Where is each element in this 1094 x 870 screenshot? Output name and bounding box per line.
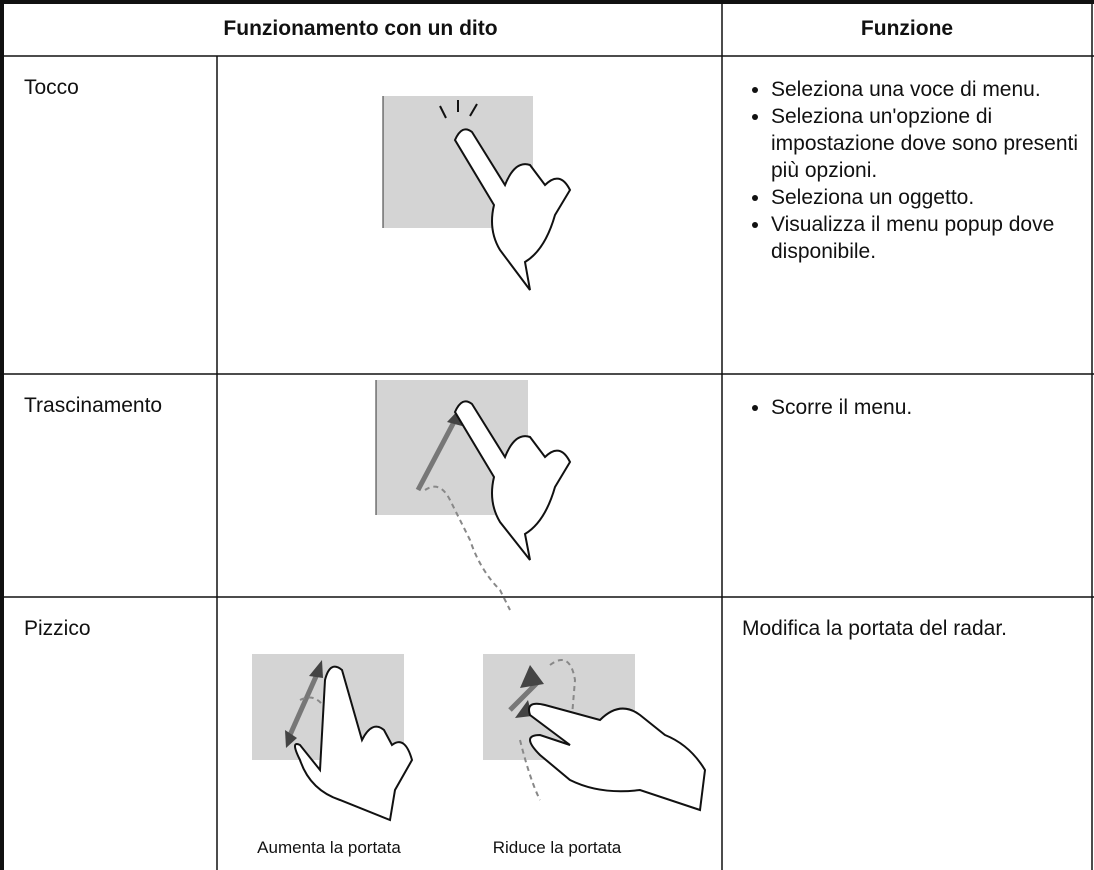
header-cell: Funzionamento con un dito: [223, 17, 498, 40]
caption: Aumenta la portata: [257, 838, 401, 857]
function-item: Seleziona un oggetto.: [771, 184, 1090, 211]
gesture: Pizzico: [24, 617, 91, 640]
function-text: Modifica la portata del radar.: [742, 617, 1007, 640]
function-item: Scorre il menu.: [771, 394, 1090, 421]
function-item: Seleziona un'opzione di impostazione dov…: [771, 103, 1090, 184]
caption: Riduce la portata: [492, 838, 622, 857]
gesture: Tocco: [24, 76, 79, 99]
function-list: Seleziona una voce di menu.Seleziona un'…: [745, 76, 1090, 265]
list: Seleziona una voce di menu.Seleziona un'…: [745, 76, 1090, 265]
function-item: Seleziona una voce di menu.: [771, 76, 1090, 103]
list: Scorre il menu.: [745, 394, 1090, 421]
function-list: Scorre il menu.: [745, 394, 1090, 421]
header-cell: Funzione: [860, 17, 954, 40]
gesture: Trascinamento: [24, 394, 163, 417]
function-item: Visualizza il menu popup dove disponibil…: [771, 211, 1090, 265]
